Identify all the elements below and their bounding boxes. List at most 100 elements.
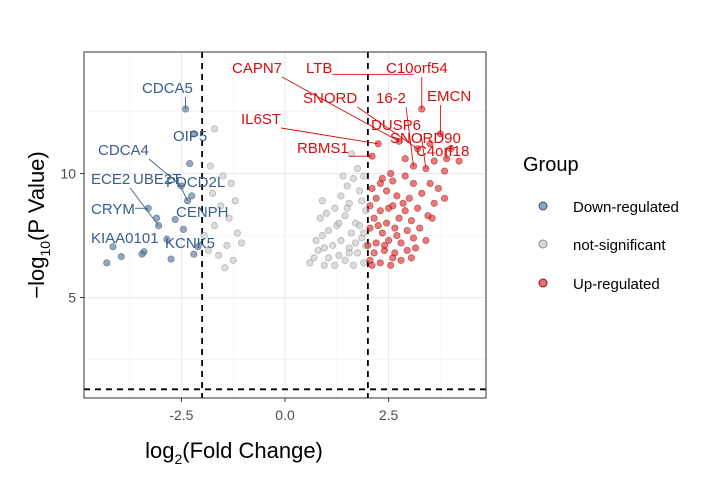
point-not-significant — [349, 261, 357, 269]
point-down-regulated — [117, 253, 125, 261]
point-not-significant — [337, 192, 345, 200]
point-not-significant — [331, 261, 339, 269]
point-up-regulated — [389, 254, 397, 262]
point-down-regulated — [109, 243, 117, 251]
point-not-significant — [217, 202, 225, 210]
point-up-regulated — [389, 177, 397, 185]
point-not-significant — [360, 172, 368, 180]
y-tick-label: 5 — [68, 290, 76, 306]
legend-key-up-regulated — [538, 278, 548, 288]
point-down-regulated — [138, 250, 146, 258]
point-not-significant — [227, 179, 235, 188]
point-not-significant — [225, 214, 233, 222]
point-label-ece2: ECE2 — [91, 171, 130, 188]
point-up-regulated — [376, 179, 384, 188]
point-up-regulated — [366, 202, 374, 210]
point-not-significant — [208, 189, 217, 197]
point-not-significant — [351, 239, 360, 247]
point-up-regulated — [376, 259, 384, 267]
point-label-capn7: CAPN7 — [232, 60, 282, 77]
legend: Group Down-regulated not-significant Up-… — [523, 154, 679, 293]
point-up-regulated — [387, 169, 395, 178]
point-up-regulated — [397, 239, 405, 247]
point-up-regulated — [366, 224, 374, 232]
x-tick-label: 2.5 — [379, 407, 399, 423]
legend-label-up-regulated: Up-regulated — [573, 276, 660, 293]
point-label-rbms1: RBMS1 — [297, 140, 349, 157]
point-up-regulated — [382, 219, 391, 227]
point-up-regulated — [397, 256, 405, 264]
point-not-significant — [229, 256, 237, 264]
point-up-regulated — [422, 236, 430, 245]
point-not-significant — [341, 212, 349, 220]
point-up-regulated — [370, 249, 378, 257]
point-label-c4orf18: C4orf18 — [416, 143, 469, 160]
point-up-regulated — [416, 224, 424, 232]
point-label-snord90: SNORD90 — [390, 130, 461, 147]
y-tick-label: 10 — [60, 166, 76, 182]
point-not-significant — [312, 236, 320, 245]
point-up-regulated — [455, 157, 463, 165]
point-down-regulated — [103, 259, 111, 267]
point-down-regulated — [190, 250, 198, 258]
point-not-significant — [324, 226, 333, 235]
point-up-regulated — [407, 217, 416, 225]
point-not-significant — [210, 125, 219, 133]
point-up-regulated — [378, 229, 386, 237]
point-not-significant — [215, 251, 223, 259]
point-not-significant — [353, 249, 362, 257]
point-label-kcnk5: KCNK5 — [165, 235, 215, 252]
y-axis-title-subscript: 10 — [37, 241, 53, 257]
label-connector-dusp6 — [420, 133, 427, 169]
point-up-regulated — [382, 187, 391, 195]
point-up-regulated — [380, 241, 389, 250]
point-not-significant — [341, 256, 349, 264]
point-not-significant — [345, 249, 353, 257]
point-up-regulated — [405, 194, 413, 202]
point-not-significant — [306, 259, 314, 267]
point-down-regulated — [167, 255, 175, 263]
point-not-significant — [233, 229, 241, 237]
point-down-regulated — [194, 243, 202, 251]
point-not-significant — [237, 239, 246, 247]
point-not-significant — [362, 207, 370, 215]
y-axis-title: −log10(P Value) — [24, 151, 53, 298]
point-down-regulated — [188, 192, 196, 200]
point-up-regulated — [393, 192, 401, 200]
point-not-significant — [322, 209, 331, 217]
label-connector-ube2t — [180, 187, 189, 202]
point-not-significant — [320, 244, 328, 252]
x-axis-title-rest: (Fold Change) — [182, 438, 323, 463]
point-up-regulated — [426, 179, 434, 188]
point-not-significant — [335, 219, 343, 227]
point-not-significant — [337, 236, 345, 245]
legend-title: Group — [523, 154, 579, 176]
point-up-regulated — [385, 204, 393, 212]
point-label-c10orf54: C10orf54 — [386, 60, 448, 77]
point-not-significant — [200, 231, 208, 240]
point-up-regulated — [385, 236, 393, 245]
point-up-regulated — [418, 189, 426, 197]
point-not-significant — [349, 174, 357, 183]
legend-label-not-significant: not-significant — [573, 237, 666, 254]
point-up-regulated — [409, 234, 418, 242]
point-up-regulated — [372, 194, 380, 202]
point-not-significant — [335, 251, 343, 259]
point-not-significant — [314, 246, 322, 255]
point-not-significant — [360, 229, 368, 237]
point-not-significant — [355, 222, 364, 230]
point-up-regulated — [430, 199, 438, 207]
point-up-regulated — [372, 239, 380, 247]
point-not-significant — [358, 197, 366, 205]
point-not-significant — [329, 241, 337, 250]
legend-label-down-regulated: Down-regulated — [573, 199, 679, 216]
point-up-regulated — [426, 140, 434, 148]
point-not-significant — [318, 231, 326, 240]
point-label-cdca4: CDCA4 — [98, 142, 149, 159]
point-label-ltb: LTB — [306, 60, 332, 77]
point-not-significant — [318, 197, 326, 205]
point-up-regulated — [409, 179, 418, 188]
point-up-regulated — [368, 261, 376, 269]
point-up-regulated — [430, 157, 438, 165]
point-not-significant — [320, 261, 328, 269]
